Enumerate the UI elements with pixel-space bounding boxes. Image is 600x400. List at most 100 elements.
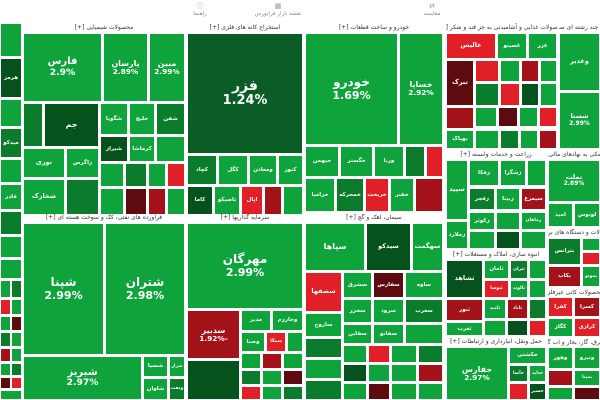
stock-tile[interactable]: خفنر — [390, 178, 414, 212]
stock-tile[interactable] — [529, 320, 546, 336]
compare-button[interactable]: ⇄ مقایسه — [424, 2, 441, 17]
stock-tile[interactable] — [0, 390, 22, 400]
stock-tile[interactable]: شسپا — [143, 356, 168, 377]
stock-tile[interactable]: کفرا — [548, 297, 573, 317]
stock-tile[interactable]: وهور — [548, 347, 573, 369]
stock-tile[interactable] — [11, 377, 22, 389]
stock-tile[interactable] — [167, 188, 185, 215]
stock-tile[interactable]: زفجر — [469, 188, 495, 210]
stock-tile[interactable]: امید — [548, 203, 573, 227]
stock-tile[interactable]: مدیر — [241, 310, 271, 331]
stock-tile[interactable]: شستا 2.99% — [559, 92, 600, 149]
stock-tile[interactable] — [343, 364, 367, 382]
stock-tile[interactable] — [0, 236, 22, 258]
stock-tile[interactable]: زاگرس — [66, 148, 99, 178]
stock-tile[interactable]: حآسا — [509, 365, 528, 382]
stock-tile[interactable] — [11, 316, 22, 331]
stock-tile[interactable]: ومعادن — [249, 155, 277, 185]
stock-tile[interactable]: زشگزا — [500, 160, 526, 186]
stock-tile[interactable] — [100, 188, 124, 215]
stock-tile[interactable] — [574, 387, 600, 400]
sector-header[interactable]: سیمان، آهک و گچ [+] — [305, 214, 443, 222]
stock-tile[interactable]: حسیر — [529, 383, 546, 400]
stock-tile[interactable] — [475, 83, 499, 106]
stock-tile[interactable] — [529, 280, 546, 298]
stock-tile[interactable]: کرماشا — [129, 136, 155, 162]
stock-tile[interactable] — [0, 159, 22, 183]
market-map-switch-button[interactable]: ▦ نقشه بازار فرابورس — [255, 2, 302, 17]
stock-tile[interactable]: تملت 2.89% — [548, 160, 600, 202]
stock-tile[interactable] — [368, 383, 390, 400]
sector-header[interactable]: سرمایه گذاریها [+] — [187, 214, 303, 222]
stock-tile[interactable] — [0, 99, 22, 127]
stock-tile[interactable] — [539, 130, 557, 149]
stock-tile[interactable]: وخارزم — [272, 310, 303, 331]
stock-tile[interactable]: ثامان — [484, 260, 509, 279]
stock-tile[interactable] — [343, 383, 367, 400]
sector-header[interactable]: فعالیتهای کمکی به نهادهای مالی واسط [+] — [548, 151, 600, 159]
stock-tile[interactable]: زفکا — [469, 160, 499, 186]
stock-tile[interactable] — [66, 179, 99, 215]
stock-tile[interactable]: خلیج — [129, 103, 155, 135]
stock-tile[interactable]: ثنوسا — [484, 280, 509, 298]
stock-tile[interactable]: کسرا — [574, 297, 600, 317]
help-button[interactable]: ⓘ راهنما — [193, 2, 207, 17]
stock-tile[interactable]: حتاید — [529, 365, 546, 382]
stock-tile[interactable]: ونیرو — [574, 347, 600, 369]
stock-tile[interactable] — [391, 364, 417, 382]
stock-tile[interactable]: فارس 2.9% — [23, 33, 102, 102]
stock-tile[interactable]: غزر — [528, 33, 557, 59]
stock-tile[interactable]: سیمرغ — [521, 188, 546, 210]
stock-tile[interactable] — [500, 60, 520, 82]
stock-tile[interactable]: کگل — [218, 155, 248, 185]
stock-tile[interactable] — [521, 231, 546, 249]
stock-tile[interactable]: کچاد — [187, 155, 217, 185]
stock-tile[interactable] — [11, 332, 22, 347]
stock-tile[interactable]: ثاباد — [507, 299, 528, 319]
stock-tile[interactable]: میدکو — [0, 128, 22, 158]
stock-tile[interactable]: ساروج — [305, 313, 342, 337]
stock-tile[interactable]: ثامید — [484, 299, 506, 319]
stock-tile[interactable] — [167, 163, 185, 187]
stock-tile[interactable] — [368, 345, 390, 363]
stock-tile[interactable] — [0, 348, 11, 362]
stock-tile[interactable]: سقاین — [343, 324, 372, 344]
stock-tile[interactable]: بترانس — [548, 238, 581, 265]
stock-tile[interactable]: خگستر — [340, 146, 373, 177]
stock-tile[interactable] — [148, 163, 166, 187]
stock-tile[interactable] — [125, 188, 147, 215]
stock-tile[interactable]: سرود — [373, 299, 404, 323]
stock-tile[interactable]: خمحرکه — [336, 178, 364, 212]
stock-tile[interactable]: سفارس — [373, 272, 404, 298]
stock-tile[interactable] — [262, 386, 282, 400]
stock-tile[interactable]: تبرک — [446, 60, 474, 106]
stock-tile[interactable] — [283, 353, 303, 369]
stock-tile[interactable]: ثشاهد — [446, 260, 483, 298]
sector-header[interactable]: فراورده های نفتی، کک و سوخت هسته ای [+] — [23, 214, 185, 222]
stock-tile[interactable] — [548, 387, 573, 400]
sector-header[interactable]: استخراج کانه های فلزی [+] — [187, 23, 303, 32]
stock-tile[interactable] — [391, 345, 417, 363]
stock-tile[interactable]: پارسان 2.89% — [103, 33, 148, 102]
stock-tile[interactable] — [527, 160, 546, 186]
stock-tile[interactable] — [23, 103, 43, 147]
stock-tile[interactable] — [529, 299, 546, 319]
stock-tile[interactable] — [500, 130, 519, 149]
stock-tile[interactable] — [446, 107, 474, 129]
stock-tile[interactable] — [540, 83, 557, 106]
stock-tile[interactable] — [548, 370, 573, 386]
stock-tile[interactable] — [418, 383, 443, 400]
stock-tile[interactable] — [539, 107, 557, 127]
stock-tile[interactable] — [283, 186, 303, 215]
stock-tile[interactable] — [283, 370, 303, 385]
stock-tile[interactable] — [418, 364, 443, 382]
stock-tile[interactable]: ثالوند — [510, 280, 528, 298]
stock-tile[interactable] — [521, 60, 539, 82]
stock-tile[interactable] — [262, 353, 282, 369]
stock-tile[interactable] — [507, 320, 528, 336]
stock-tile[interactable]: خبهمن — [305, 146, 339, 177]
stock-tile[interactable] — [529, 260, 546, 279]
sector-header[interactable]: حمل ونقل، انبارداری و ارتباطات [+] — [446, 338, 546, 346]
stock-tile[interactable]: اپال — [241, 186, 263, 215]
stock-tile[interactable] — [391, 383, 417, 400]
